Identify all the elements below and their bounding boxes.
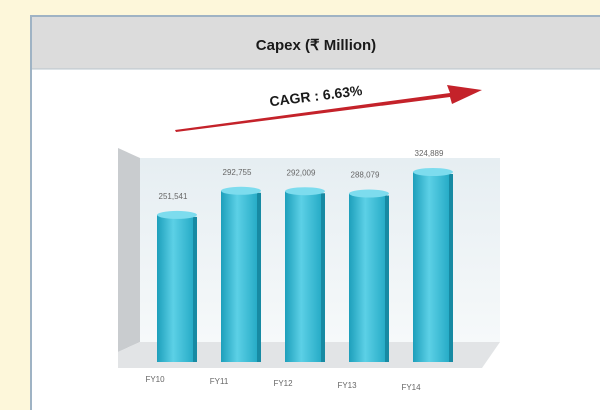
data-label: 292,009	[287, 168, 316, 177]
data-label: 324,889	[415, 149, 444, 158]
bar-top	[413, 168, 453, 176]
bar-side	[383, 195, 389, 362]
bar-top	[285, 187, 325, 196]
x-tick-label: FY13	[337, 381, 357, 390]
bar	[157, 214, 193, 362]
x-tick-label: FY12	[273, 379, 293, 388]
x-tick-label: FY10	[145, 375, 165, 384]
data-label: 251,541	[159, 192, 188, 201]
bar	[285, 191, 321, 362]
side-wall	[118, 148, 140, 352]
data-label: 288,079	[351, 171, 380, 180]
bar-side	[255, 192, 261, 362]
bar	[413, 172, 449, 362]
bar	[349, 193, 385, 362]
cagr-arrow	[175, 85, 482, 132]
bar-top	[349, 189, 389, 198]
chart-title: Capex (₹ Million)	[256, 37, 376, 54]
bar	[221, 190, 257, 362]
bar-top	[221, 186, 261, 195]
data-label: 292,755	[223, 168, 252, 177]
header-band	[32, 17, 600, 69]
bar-side	[447, 174, 453, 362]
x-tick-label: FY14	[401, 383, 421, 392]
bar-side	[191, 216, 197, 362]
x-tick-label: FY11	[210, 377, 229, 386]
bar-side	[319, 193, 325, 362]
bar-top	[157, 210, 197, 219]
